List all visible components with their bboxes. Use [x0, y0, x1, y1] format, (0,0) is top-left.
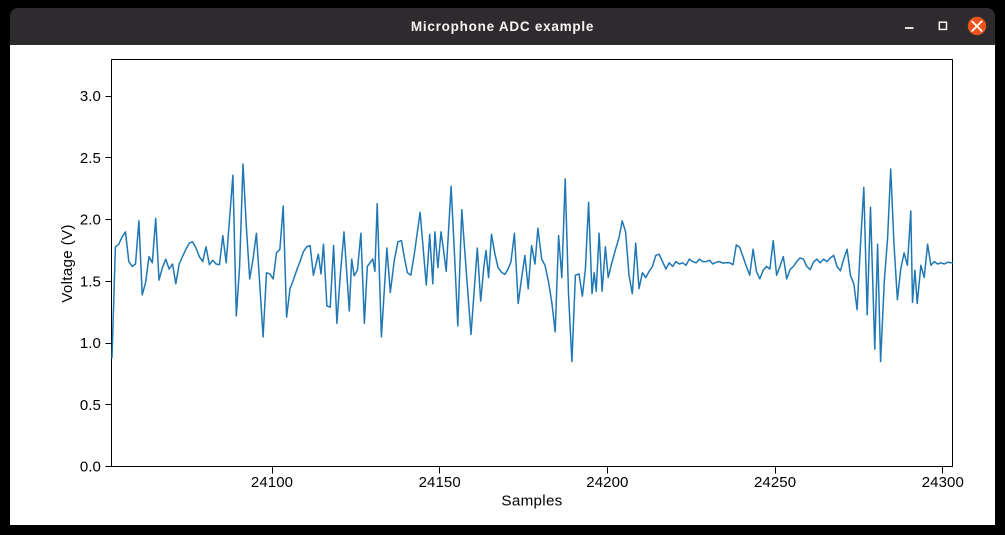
- svg-text:3.0: 3.0: [80, 88, 101, 105]
- svg-text:1.5: 1.5: [80, 273, 101, 290]
- svg-text:Voltage (V): Voltage (V): [59, 224, 76, 302]
- svg-text:1.0: 1.0: [80, 335, 101, 352]
- svg-text:2.0: 2.0: [80, 212, 101, 229]
- svg-text:0.5: 0.5: [80, 397, 101, 414]
- svg-text:24100: 24100: [251, 474, 293, 491]
- svg-text:24250: 24250: [754, 474, 796, 491]
- svg-text:24150: 24150: [419, 474, 461, 491]
- svg-text:2.5: 2.5: [80, 150, 101, 167]
- svg-text:0.0: 0.0: [80, 459, 101, 476]
- svg-text:24200: 24200: [586, 474, 628, 491]
- svg-text:Samples: Samples: [501, 493, 562, 510]
- svg-text:24300: 24300: [922, 474, 964, 491]
